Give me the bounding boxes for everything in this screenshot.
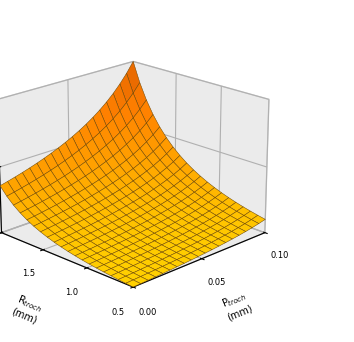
X-axis label: P$_{troch}$
(mm): P$_{troch}$ (mm) (219, 289, 254, 322)
Y-axis label: R$_{troch}$
(mm): R$_{troch}$ (mm) (10, 292, 44, 326)
